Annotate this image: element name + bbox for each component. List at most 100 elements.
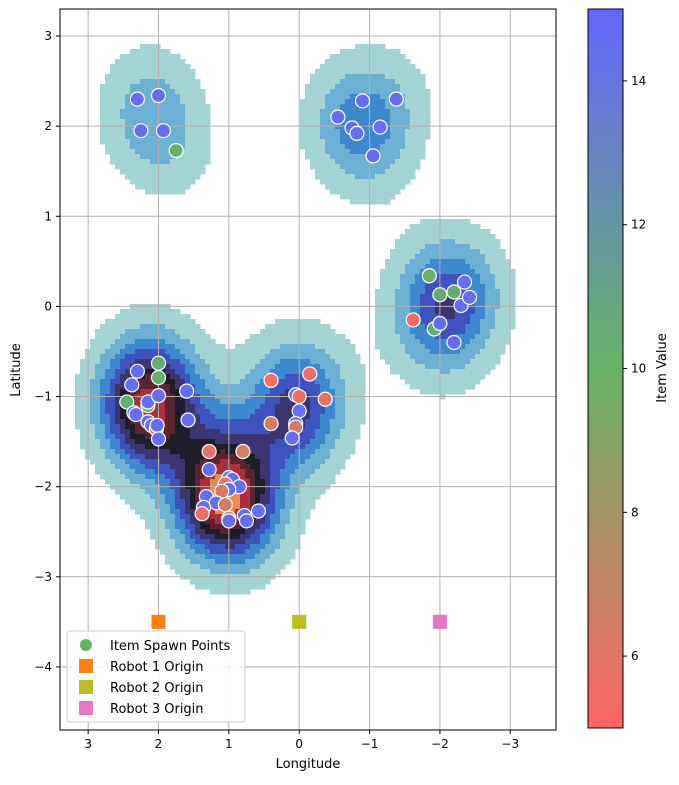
density-cell (275, 354, 281, 360)
density-cell (315, 424, 321, 430)
density-cell (185, 344, 191, 350)
density-cell (195, 104, 201, 110)
density-cell (195, 419, 201, 425)
density-cell (210, 404, 216, 410)
density-cell (275, 429, 281, 435)
density-cell (250, 584, 256, 590)
density-cell (260, 359, 266, 365)
density-cell (315, 494, 321, 500)
density-cell (165, 379, 171, 385)
density-cell (105, 464, 111, 470)
density-cell (205, 529, 211, 535)
density-cell (305, 99, 311, 105)
density-cell (290, 359, 296, 365)
density-cell (410, 124, 416, 130)
density-cell (220, 439, 226, 445)
density-cell (345, 104, 351, 110)
density-cell (160, 144, 166, 150)
density-cell (290, 489, 296, 495)
density-cell (120, 79, 126, 85)
density-cell (165, 449, 171, 455)
density-cell (200, 389, 206, 395)
density-cell (300, 489, 306, 495)
density-cell (380, 274, 386, 280)
density-cell (390, 264, 396, 270)
density-cell (350, 444, 356, 450)
density-cell (425, 359, 431, 365)
density-cell (220, 584, 226, 590)
density-cell (255, 474, 261, 480)
density-cell (140, 159, 146, 165)
density-cell (270, 329, 276, 335)
density-cell (295, 374, 301, 380)
density-cell (340, 59, 346, 65)
density-cell (390, 139, 396, 145)
density-cell (315, 79, 321, 85)
density-cell (290, 374, 296, 380)
density-cell (315, 144, 321, 150)
density-cell (140, 314, 146, 320)
density-cell (395, 259, 401, 265)
density-cell (140, 469, 146, 475)
density-cell (155, 134, 161, 140)
density-cell (340, 339, 346, 345)
density-cell (250, 364, 256, 370)
density-cell (145, 364, 151, 370)
density-cell (510, 314, 516, 320)
density-cell (460, 359, 466, 365)
density-cell (220, 569, 226, 575)
density-cell (190, 329, 196, 335)
density-cell (305, 434, 311, 440)
density-cell (255, 354, 261, 360)
density-cell (220, 414, 226, 420)
density-cell (410, 224, 416, 230)
density-cell (455, 374, 461, 380)
density-cell (490, 269, 496, 275)
item-spawn-point (129, 91, 145, 107)
density-cell (405, 299, 411, 305)
density-cell (105, 384, 111, 390)
density-cell (450, 264, 456, 270)
density-cell (190, 514, 196, 520)
density-cell (435, 284, 441, 290)
density-cell (485, 229, 491, 235)
density-cell (310, 419, 316, 425)
density-cell (145, 519, 151, 525)
density-cell (280, 399, 286, 405)
density-cell (435, 389, 441, 395)
density-cell (445, 299, 451, 305)
density-cell (415, 139, 421, 145)
colorbar-tick-label: 12 (631, 218, 646, 232)
density-cell (290, 349, 296, 355)
density-cell (260, 379, 266, 385)
density-cell (175, 174, 181, 180)
density-cell (280, 359, 286, 365)
density-cell (310, 104, 316, 110)
density-cell (435, 369, 441, 375)
density-cell (335, 469, 341, 475)
density-cell (250, 409, 256, 415)
density-cell (265, 579, 271, 585)
density-cell (120, 369, 126, 375)
density-cell (190, 369, 196, 375)
density-cell (350, 54, 356, 60)
density-cell (290, 549, 296, 555)
density-cell (180, 534, 186, 540)
density-cell (345, 454, 351, 460)
density-cell (165, 404, 171, 410)
density-cell (165, 139, 171, 145)
density-cell (160, 69, 166, 75)
item-spawn-point (128, 406, 144, 423)
density-cell (480, 259, 486, 265)
density-cell (360, 184, 366, 190)
density-cell (140, 169, 146, 175)
density-cell (490, 344, 496, 350)
density-cell (250, 479, 256, 485)
density-cell (290, 544, 296, 550)
density-cell (350, 104, 356, 110)
density-cell (295, 514, 301, 520)
density-cell (110, 414, 116, 420)
density-cell (350, 184, 356, 190)
density-cell (410, 109, 416, 115)
density-cell (185, 554, 191, 560)
